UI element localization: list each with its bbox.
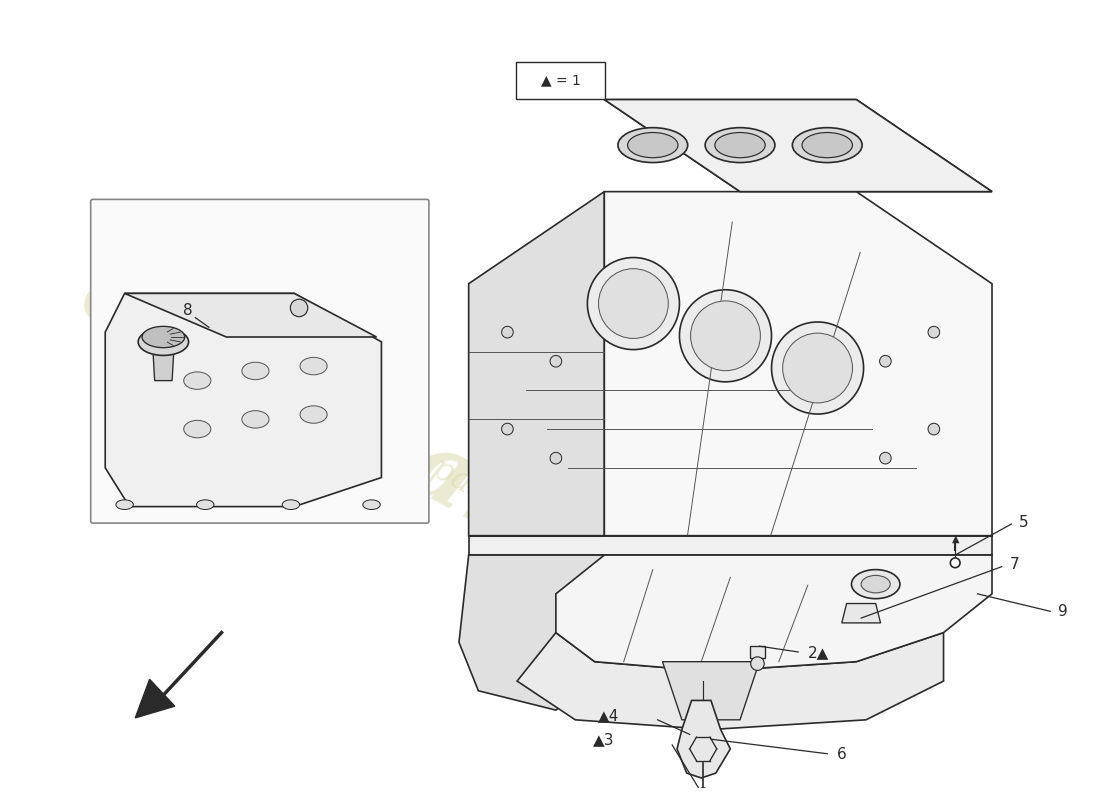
Ellipse shape <box>598 269 669 338</box>
Text: 5: 5 <box>1019 514 1028 530</box>
Polygon shape <box>662 662 759 720</box>
Polygon shape <box>135 679 175 718</box>
FancyBboxPatch shape <box>516 62 605 98</box>
Ellipse shape <box>792 128 862 162</box>
Text: ▲3: ▲3 <box>593 732 614 746</box>
Ellipse shape <box>587 258 680 350</box>
Ellipse shape <box>184 372 211 390</box>
Text: ▲ = 1: ▲ = 1 <box>541 73 581 87</box>
Polygon shape <box>124 294 376 337</box>
Text: since 1985: since 1985 <box>616 302 922 498</box>
Text: a passion for parts: a passion for parts <box>399 438 693 614</box>
Ellipse shape <box>771 322 864 414</box>
Ellipse shape <box>618 128 688 162</box>
Ellipse shape <box>363 500 381 510</box>
Text: ▲: ▲ <box>953 534 960 543</box>
Ellipse shape <box>142 326 185 348</box>
Ellipse shape <box>184 420 211 438</box>
Ellipse shape <box>861 575 890 593</box>
Polygon shape <box>469 536 992 555</box>
Ellipse shape <box>715 133 766 158</box>
Ellipse shape <box>283 500 299 510</box>
Ellipse shape <box>197 500 215 510</box>
Ellipse shape <box>300 358 327 375</box>
Circle shape <box>928 423 939 435</box>
Circle shape <box>502 326 514 338</box>
Ellipse shape <box>242 410 270 428</box>
Circle shape <box>550 452 562 464</box>
Ellipse shape <box>851 570 900 598</box>
Ellipse shape <box>628 133 678 158</box>
Circle shape <box>880 355 891 367</box>
Polygon shape <box>676 701 730 778</box>
Polygon shape <box>604 99 992 192</box>
Text: 2▲: 2▲ <box>807 646 829 661</box>
Circle shape <box>950 558 960 568</box>
Circle shape <box>928 326 939 338</box>
Text: ▲4: ▲4 <box>597 709 619 723</box>
Polygon shape <box>517 633 944 730</box>
Circle shape <box>880 452 891 464</box>
Ellipse shape <box>705 128 774 162</box>
Polygon shape <box>153 346 174 381</box>
Text: 7: 7 <box>1010 558 1019 572</box>
Ellipse shape <box>802 133 852 158</box>
Ellipse shape <box>242 362 270 380</box>
Ellipse shape <box>783 333 852 403</box>
Ellipse shape <box>680 290 771 382</box>
Bar <box>750 646 766 658</box>
Ellipse shape <box>691 301 760 370</box>
Circle shape <box>502 423 514 435</box>
Circle shape <box>700 788 707 795</box>
Polygon shape <box>842 603 881 623</box>
Polygon shape <box>459 555 604 710</box>
Polygon shape <box>604 192 992 536</box>
Polygon shape <box>106 294 382 506</box>
Circle shape <box>750 657 764 670</box>
Ellipse shape <box>116 500 133 510</box>
Text: 8: 8 <box>183 303 192 318</box>
Ellipse shape <box>300 406 327 423</box>
Text: eurospares: eurospares <box>65 246 640 612</box>
Circle shape <box>550 355 562 367</box>
Polygon shape <box>469 192 604 536</box>
Polygon shape <box>556 555 992 671</box>
Text: 9: 9 <box>1058 604 1068 618</box>
Text: 6: 6 <box>837 747 847 762</box>
Ellipse shape <box>139 328 188 355</box>
FancyBboxPatch shape <box>90 199 429 523</box>
Polygon shape <box>604 99 992 192</box>
Circle shape <box>290 299 308 317</box>
